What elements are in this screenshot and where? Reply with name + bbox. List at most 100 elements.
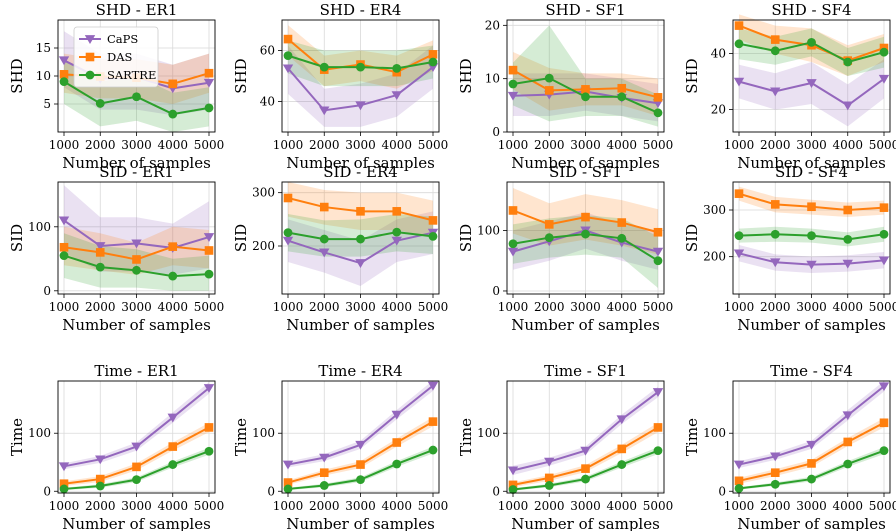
point-sartre (617, 92, 627, 102)
x-tick-label: 1000 (49, 499, 80, 513)
point-das (770, 35, 780, 44)
point-sartre (204, 269, 214, 279)
point-sartre (734, 39, 744, 49)
y-tick-label: 10 (485, 72, 500, 86)
x-tick-label: 3000 (121, 300, 152, 314)
point-sartre (356, 234, 365, 244)
panel-title: SID - SF1 (549, 163, 622, 181)
panel-shd-sf4: 1000 2000 3000 4000 5000 20 40 SHD - SF4 Number … (683, 1, 896, 172)
point-sartre (581, 474, 590, 484)
x-tick-label: 1000 (498, 499, 529, 513)
point-caps (95, 242, 106, 251)
x-tick-label: 4000 (832, 300, 863, 314)
point-das (508, 480, 518, 490)
point-sartre (95, 481, 105, 491)
y-axis-label: Time (457, 418, 475, 456)
point-caps (733, 77, 745, 87)
y-tick-label: 100 (477, 426, 500, 440)
point-caps (203, 384, 215, 393)
point-caps (842, 101, 853, 111)
x-axis-label: Number of samples (62, 154, 211, 172)
point-sartre (283, 228, 293, 238)
panel-shd-er4: 1000 2000 3000 4000 5000 40 60 SHD - ER4 Number … (232, 1, 448, 172)
x-axis-label: Number of samples (511, 316, 660, 334)
point-sartre (770, 229, 780, 239)
point-das (770, 468, 780, 477)
panel-shd-sf1: 1000 2000 3000 4000 5000 0 10 20 SHD - SF1 Number… (457, 1, 673, 172)
x-tick-label: 4000 (606, 300, 637, 314)
point-das (653, 423, 663, 432)
x-axis-label: Number of samples (286, 154, 435, 172)
point-caps (770, 452, 781, 462)
legend-item-caps: CaPS (79, 32, 138, 46)
point-sartre (617, 233, 627, 243)
y-tick-label: 40 (260, 94, 275, 108)
panel-sid-er1: 1000 2000 3000 4000 5000 0 100 SID - ER1 Number … (8, 163, 224, 334)
point-sartre (428, 445, 438, 455)
point-sartre (168, 271, 178, 281)
point-sartre (132, 265, 141, 275)
point-das (770, 200, 780, 209)
y-tick-label: 0 (43, 284, 51, 298)
x-tick-label: 4000 (381, 300, 412, 314)
point-das (734, 21, 744, 30)
x-tick-label: 5000 (194, 300, 225, 314)
y-tick-label: 200 (252, 239, 275, 253)
x-tick-label: 1000 (49, 300, 80, 314)
point-das (617, 83, 627, 93)
x-tick-label: 5000 (869, 499, 896, 513)
point-sartre (734, 483, 744, 493)
point-caps (878, 256, 890, 266)
point-sartre (581, 92, 590, 102)
point-caps (355, 101, 366, 111)
point-das (283, 34, 293, 44)
point-sartre (356, 62, 365, 72)
point-caps (319, 106, 330, 116)
x-tick-label: 2000 (534, 499, 565, 513)
y-axis-label: Time (8, 418, 26, 456)
point-das (508, 206, 518, 215)
x-tick-label: 3000 (570, 138, 601, 152)
y-tick-label: 100 (252, 426, 275, 440)
point-sartre (356, 475, 365, 485)
point-caps (806, 440, 817, 450)
y-tick-label: 300 (703, 203, 726, 217)
x-axis-label: Number of samples (286, 515, 435, 531)
point-caps (58, 56, 70, 66)
x-tick-label: 1000 (273, 138, 304, 152)
point-sartre (770, 46, 780, 56)
x-tick-label: 2000 (309, 499, 340, 513)
x-axis-label: Number of samples (737, 154, 886, 172)
x-tick-label: 5000 (194, 138, 225, 152)
point-das (392, 207, 402, 216)
y-tick-label: 100 (28, 426, 51, 440)
point-caps (544, 457, 555, 467)
y-tick-label: 100 (28, 220, 51, 234)
y-axis-label: SID (683, 224, 701, 252)
point-das (843, 437, 853, 447)
panel-shd-er1: 1000 2000 3000 4000 5000 5 10 15 SHD - ER1 Number… (8, 1, 224, 172)
point-das (132, 462, 141, 472)
point-sartre (843, 57, 853, 67)
x-tick-label: 2000 (85, 300, 116, 314)
point-sartre (428, 57, 438, 67)
point-caps (203, 233, 215, 242)
legend-label: DAS (107, 50, 133, 64)
point-caps (167, 413, 178, 423)
panel-title: SHD - ER4 (320, 1, 402, 19)
x-axis-label: Number of samples (511, 515, 660, 531)
x-tick-label: 5000 (418, 499, 449, 513)
point-sartre (508, 79, 518, 89)
panel-time-sf4: 1000 2000 3000 4000 5000 0 100 Time - SF4 Number… (683, 362, 896, 531)
point-caps (282, 64, 294, 74)
x-tick-label: 5000 (869, 138, 896, 152)
point-sartre (59, 251, 69, 260)
point-das (843, 205, 853, 215)
point-das (59, 479, 69, 489)
x-tick-label: 3000 (345, 138, 376, 152)
point-sartre (204, 103, 214, 113)
y-tick-label: 200 (703, 250, 726, 264)
point-das (168, 442, 178, 451)
y-tick-label: 20 (485, 18, 500, 32)
panel-sid-sf1: 1000 2000 3000 4000 5000 0 100 SID - SF1 Number … (457, 163, 673, 334)
